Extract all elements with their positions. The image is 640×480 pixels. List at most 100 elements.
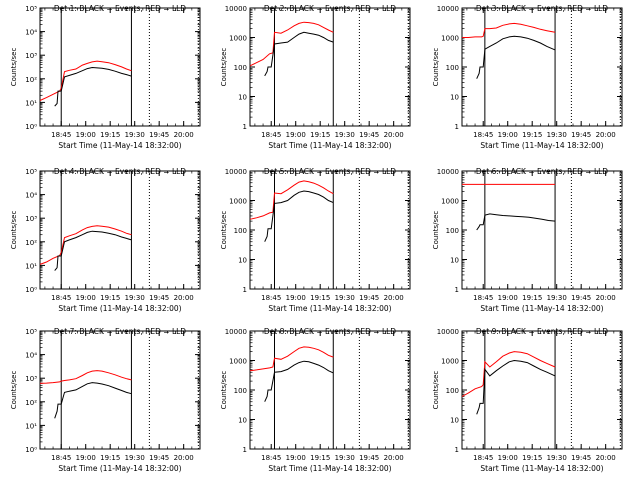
x-tick-label: 20:00	[174, 131, 194, 139]
x-tick-label: 19:15	[522, 294, 542, 302]
x-tick-label: 19:00	[286, 131, 306, 139]
y-tick-label: 1	[455, 286, 459, 294]
y-tick-label: 10	[238, 417, 247, 425]
y-tick-label: 10¹	[25, 422, 37, 430]
panel-title: Det 1: BLACK = Events, RED = LLD	[54, 4, 186, 13]
y-tick-label: 1000	[441, 35, 459, 43]
y-tick-label: 10¹	[25, 99, 37, 107]
x-tick-label: 19:30	[547, 131, 567, 139]
panel-8: 1 10 100 1000 10000 18:45 19:00 19:15 19:30 19:45…	[220, 327, 411, 473]
lld-series-line	[39, 370, 132, 384]
x-tick-label: 19:30	[335, 454, 355, 462]
x-tick-label: 19:15	[310, 131, 330, 139]
panel-title: Det 5: BLACK = Events, RED = LLD	[264, 167, 396, 176]
y-tick-label: 10	[238, 257, 247, 265]
x-axis-label: Start Time (11-May-14 18:32:00)	[480, 141, 603, 150]
y-tick-label: 10	[238, 94, 247, 102]
x-tick-label: 19:30	[335, 131, 355, 139]
x-tick-label: 19:00	[76, 131, 96, 139]
events-series-line	[264, 31, 334, 77]
x-tick-label: 19:45	[571, 454, 591, 462]
y-axis-label: Counts/sec	[10, 211, 18, 250]
events-series-line	[54, 382, 132, 419]
x-tick-label: 18:45	[473, 454, 493, 462]
y-axis-label: Counts/sec	[220, 211, 228, 250]
x-axis-label: Start Time (11-May-14 18:32:00)	[268, 464, 391, 473]
y-tick-label: 1	[243, 123, 247, 131]
y-tick-label: 1000	[229, 198, 247, 206]
x-tick-label: 19:30	[335, 294, 355, 302]
panel-3: 1 10 100 1000 10000 18:45 19:00 19:15 19:30 19:45…	[432, 4, 623, 150]
y-tick-label: 1	[243, 446, 247, 454]
plot-frame	[461, 170, 623, 290]
y-tick-label: 1000	[441, 198, 459, 206]
y-tick-label: 10⁵	[25, 328, 37, 336]
panel-title: Det 3: BLACK = Events, RED = LLD	[476, 4, 608, 13]
x-tick-label: 19:45	[149, 454, 169, 462]
x-tick-label: 20:00	[384, 454, 404, 462]
y-tick-label: 10³	[25, 375, 37, 383]
x-tick-label: 19:30	[547, 294, 567, 302]
y-axis-label: Counts/sec	[10, 48, 18, 87]
x-tick-label: 19:15	[522, 454, 542, 462]
plot-frame	[39, 7, 201, 127]
x-tick-label: 18:45	[51, 294, 71, 302]
events-series-line	[54, 66, 132, 107]
x-tick-label: 19:15	[310, 294, 330, 302]
panel-title: Det 4: BLACK = Events, RED = LLD	[54, 167, 186, 176]
x-axis-label: Start Time (11-May-14 18:32:00)	[480, 464, 603, 473]
y-tick-label: 1	[455, 123, 459, 131]
events-series-line	[476, 213, 556, 231]
x-tick-label: 19:30	[125, 454, 145, 462]
y-tick-label: 10²	[25, 239, 37, 247]
panel-9: 1 10 100 1000 10000 18:45 19:00 19:15 19:30 19:45…	[432, 327, 623, 473]
y-tick-label: 10³	[25, 52, 37, 60]
x-tick-label: 20:00	[384, 294, 404, 302]
plot-frame	[461, 7, 623, 127]
lld-series-line	[249, 180, 334, 220]
x-tick-label: 19:15	[100, 294, 120, 302]
y-tick-label: 10²	[25, 76, 37, 84]
x-tick-label: 20:00	[174, 294, 194, 302]
y-tick-label: 10	[450, 94, 459, 102]
y-tick-label: 100	[446, 387, 459, 395]
x-axis-label: Start Time (11-May-14 18:32:00)	[58, 304, 181, 313]
x-tick-label: 19:45	[571, 131, 591, 139]
panel-1: 10⁰ 10¹ 10² 10³ 10⁴ 10⁵ 18:45 19:00 19:15 19:30 19…	[10, 4, 201, 150]
x-tick-label: 19:45	[149, 131, 169, 139]
x-axis-label: Start Time (11-May-14 18:32:00)	[268, 141, 391, 150]
y-tick-label: 100	[446, 64, 459, 72]
y-tick-label: 10³	[25, 215, 37, 223]
y-tick-label: 10¹	[25, 262, 37, 270]
lld-series-line	[249, 21, 334, 67]
panel-title: Det 2: BLACK = Events, RED = LLD	[264, 4, 396, 13]
y-tick-label: 10000	[437, 5, 459, 13]
x-tick-label: 19:30	[547, 454, 567, 462]
y-tick-label: 100	[234, 64, 247, 72]
events-series-line	[264, 360, 334, 402]
x-axis-label: Start Time (11-May-14 18:32:00)	[58, 464, 181, 473]
y-tick-label: 10	[450, 257, 459, 265]
y-tick-label: 10⁴	[25, 29, 37, 37]
plot-frame	[461, 330, 623, 450]
events-series-line	[264, 190, 334, 242]
panel-6: 1 10 100 1000 10000 18:45 19:00 19:15 19:30 19:45…	[432, 167, 623, 313]
y-axis-label: Counts/sec	[220, 48, 228, 87]
x-tick-label: 19:00	[76, 294, 96, 302]
panel-2: 1 10 100 1000 10000 18:45 19:00 19:15 19:30 19:45…	[220, 4, 411, 150]
events-series-line	[476, 359, 556, 415]
y-tick-label: 10000	[437, 328, 459, 336]
x-tick-label: 18:45	[261, 454, 281, 462]
panel-title: Det 7: BLACK = Events, RED = LLD	[54, 327, 186, 336]
x-tick-label: 19:00	[498, 131, 518, 139]
y-tick-label: 10⁰	[25, 286, 37, 294]
x-tick-label: 19:00	[286, 294, 306, 302]
y-tick-label: 10⁴	[25, 352, 37, 360]
y-tick-label: 1000	[229, 35, 247, 43]
y-axis-label: Counts/sec	[432, 211, 440, 250]
x-tick-label: 19:45	[149, 294, 169, 302]
x-tick-label: 19:45	[359, 294, 379, 302]
y-tick-label: 10000	[225, 168, 247, 176]
panel-title: Det 9: BLACK = Events, RED = LLD	[476, 327, 608, 336]
y-tick-label: 10000	[437, 168, 459, 176]
